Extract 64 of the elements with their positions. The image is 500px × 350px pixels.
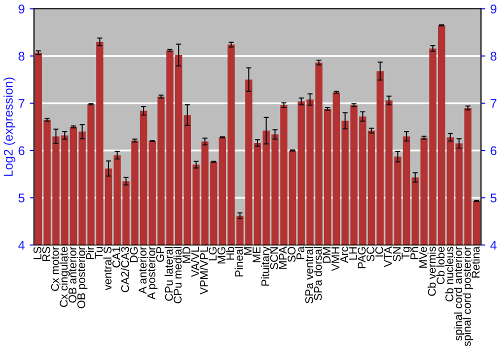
x-tick-label: Cb vermis	[428, 246, 436, 296]
x-tick-label: M	[244, 247, 252, 255]
x-tick-label: SN	[392, 247, 401, 262]
y-tick-label: 5	[18, 194, 24, 202]
x-tick-label: IC	[375, 246, 384, 256]
x-tick-label: CA1	[112, 246, 120, 268]
x-tick-label: ME	[252, 246, 260, 262]
x-tick-label: SPa dorsal	[314, 247, 322, 300]
x-tick-label: MPA	[279, 246, 287, 269]
y2-tick-label: 7	[490, 99, 496, 108]
x-tick-label: DM	[322, 247, 330, 263]
x-tick-label: Pir	[86, 246, 94, 260]
y-tick-label: 7	[18, 99, 24, 108]
x-tick-label: Cx motor	[51, 246, 59, 291]
x-tick-label: SC	[366, 246, 374, 262]
x-tick-label: VA/VL	[190, 246, 200, 278]
x-tick-label: Cb lobe	[436, 246, 445, 284]
y2-tick-label: 6	[490, 146, 496, 156]
x-tick-label: Pineal	[234, 247, 243, 276]
y-tick-label: 9	[18, 4, 24, 14]
x-tick-label: A anterior	[138, 246, 147, 294]
x-tick-label: Pituitary	[261, 246, 272, 286]
x-tick-label: SPa ventral	[304, 247, 314, 304]
y2-tick-label: 9	[490, 4, 496, 14]
y2-tick-label: 5	[490, 194, 496, 202]
x-tick-label: Cb nucleus	[445, 246, 454, 302]
x-tick-label: Tg	[402, 247, 412, 260]
x-tick-label: VTA	[384, 246, 392, 268]
y2-tick-label: 4	[490, 240, 497, 250]
x-tick-label: OB anterior	[68, 246, 76, 303]
y2-tick-label: 8	[490, 52, 496, 61]
x-tick-label: MVe	[419, 246, 428, 268]
x-tick-label: VPM/VPL	[200, 246, 208, 295]
x-tick-label: GP	[156, 246, 164, 262]
x-tick-label: spinal cord anterior	[454, 246, 464, 341]
x-tick-label: ventral S	[103, 246, 112, 290]
x-tick-label: SO	[288, 246, 296, 262]
x-tick-label: RS	[42, 246, 50, 261]
x-tick-label: A posterior	[147, 246, 158, 300]
x-tick-label: Pa	[296, 246, 304, 260]
y-axis-title: Log2 (expression)	[4, 78, 16, 176]
x-tick-label: CPu lateral	[164, 247, 173, 301]
x-tick-label: PAG	[358, 247, 366, 268]
x-tick-label: CPu medial	[173, 247, 182, 304]
x-tick-label: DG	[130, 247, 138, 262]
x-tick-label: SCN	[270, 247, 278, 270]
x-tick-label: Pn	[410, 247, 418, 260]
x-tick-label: OB posterior	[77, 246, 88, 308]
y-tick-label: 8	[18, 52, 24, 61]
x-tick-label: LH	[349, 247, 357, 260]
x-tick-label: spinal cord posterior	[462, 246, 474, 346]
x-tick-label: Tu	[94, 247, 103, 259]
x-tick-label: Arc	[340, 246, 348, 264]
x-tick-label: VMH	[332, 247, 340, 272]
x-tick-label: CA2/CA3	[120, 246, 130, 292]
x-tick-label: MD	[182, 246, 190, 263]
x-tick-label: Cx cingulate	[60, 246, 70, 307]
x-tick-label: Hb	[226, 246, 234, 260]
y-tick-label: 4	[18, 240, 25, 250]
x-tick-label: MG	[218, 247, 226, 264]
x-tick-label: LS	[33, 246, 42, 260]
x-tick-label: Retina	[471, 246, 480, 278]
y-tick-label: 6	[18, 146, 24, 156]
x-tick-label: LG	[208, 247, 217, 260]
